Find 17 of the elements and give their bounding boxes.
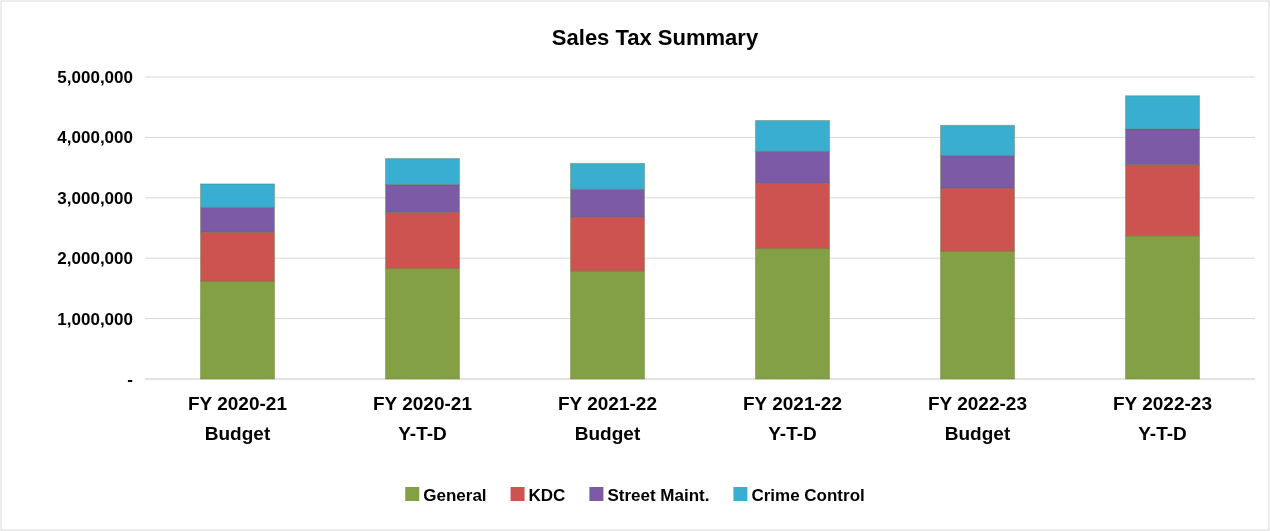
x-tick-label: FY 2021-22 Y-T-D — [743, 393, 842, 444]
x-tick-label: FY 2021-22 Budget — [558, 393, 657, 444]
y-tick-label: 4,000,000 — [57, 128, 133, 148]
y-tick-label: 1,000,000 — [57, 309, 133, 329]
x-tick-label: FY 2022-23 Y-T-D — [1113, 393, 1212, 444]
legend-label: Street Maint. — [607, 485, 710, 505]
y-tick-label: 2,000,000 — [57, 249, 133, 269]
legend-label: General — [423, 485, 487, 505]
legend-label: KDC — [528, 485, 566, 505]
y-tick-label: 5,000,000 — [57, 67, 133, 87]
chart-title: Sales Tax Summary — [551, 25, 759, 50]
x-tick-label: FY 2020-21 Budget — [188, 393, 288, 444]
y-tick-label: - — [127, 369, 133, 389]
x-tick-label: FY 2022-23 Budget — [928, 393, 1027, 444]
legend-label: Crime Control — [751, 485, 865, 505]
y-tick-label: 3,000,000 — [57, 188, 133, 208]
x-tick-label: FY 2020-21 Y-T-D — [373, 393, 473, 444]
